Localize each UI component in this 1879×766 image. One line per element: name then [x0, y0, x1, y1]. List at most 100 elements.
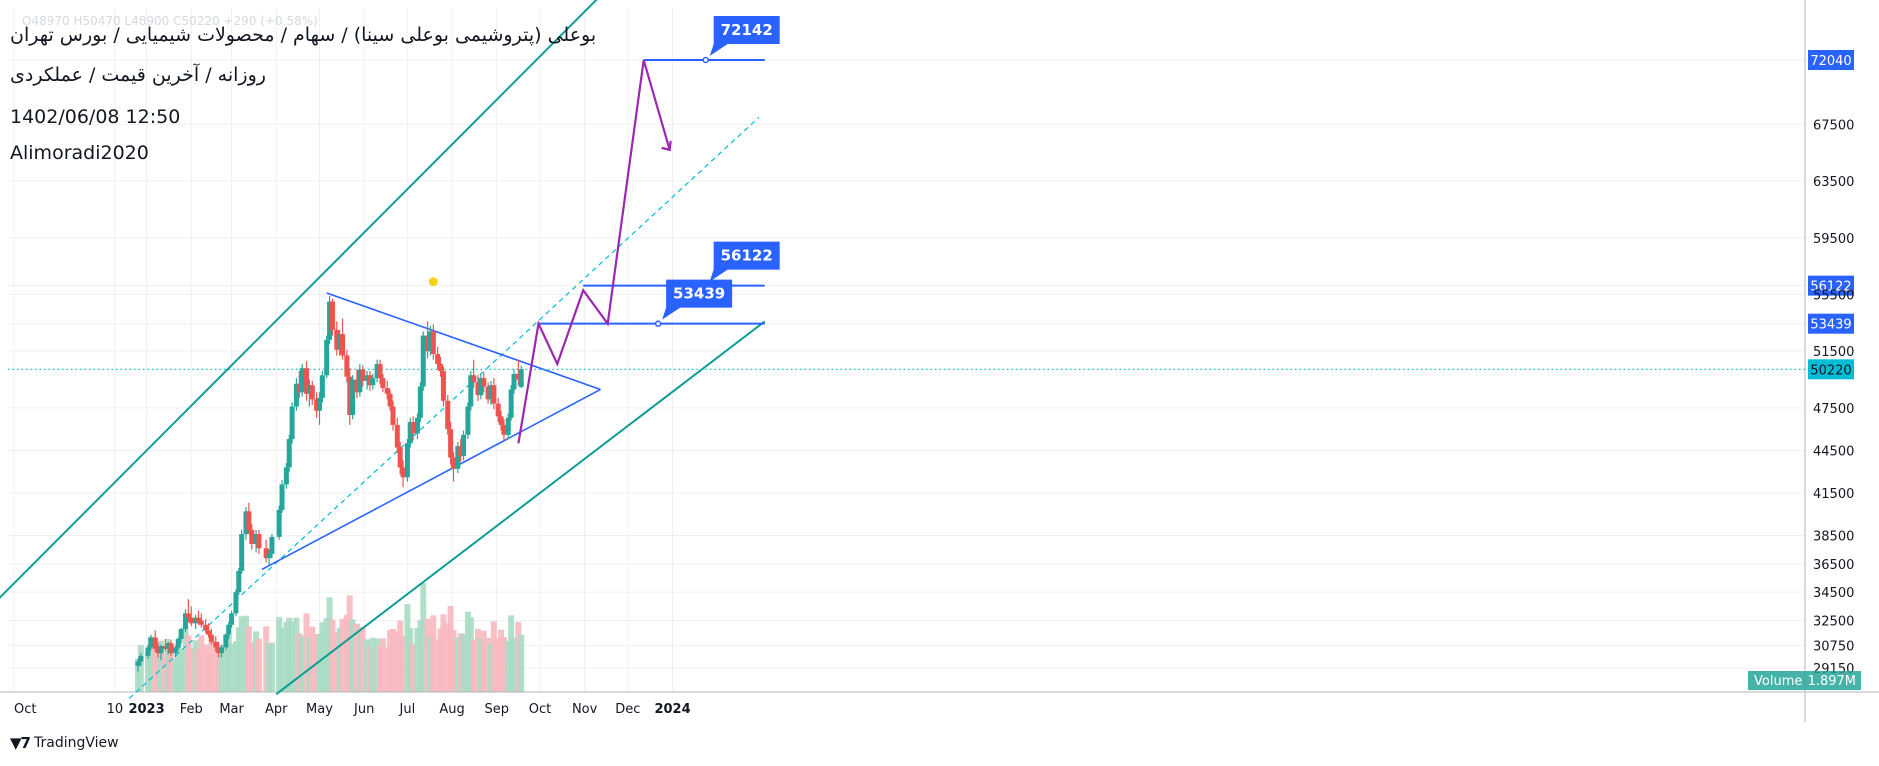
volume-bar-38	[268, 642, 275, 692]
candle-body-54	[327, 301, 333, 340]
volume-bar-18	[198, 635, 205, 692]
candle-body-98	[475, 382, 481, 396]
candle-body-109	[511, 373, 517, 390]
volume-bar-6	[157, 640, 164, 692]
candle-body-84	[427, 331, 433, 352]
volume-bar-82	[420, 583, 427, 692]
candle-body-67	[370, 378, 376, 386]
volume-badge-label: Volume	[1754, 674, 1802, 689]
volume-bar-3	[147, 636, 154, 692]
candle-body-97	[471, 375, 477, 383]
candle-body-16	[193, 617, 199, 624]
time-tick-label-14: 2024	[654, 702, 690, 717]
volume-bar-12	[178, 648, 185, 692]
candle-body-30	[239, 534, 245, 571]
level-callout-1	[709, 241, 780, 282]
candle-body-24	[219, 647, 225, 654]
candle-body-49	[309, 385, 315, 400]
candle-body-33	[249, 529, 255, 544]
candle-body-50	[314, 399, 320, 411]
candle-body-0	[135, 661, 141, 666]
level-tag-1	[1808, 50, 1854, 70]
candle-body-63	[357, 369, 363, 393]
time-tick-label-7: Jun	[353, 702, 374, 717]
candle-body-46	[299, 368, 305, 393]
volume-bar-76	[400, 636, 407, 692]
candle-body-70	[380, 378, 386, 389]
candle-body-23	[216, 647, 222, 654]
level-callout-text-1: 56122	[721, 247, 773, 265]
candle-body-27	[229, 613, 235, 625]
price-tick-label-15: 34500	[1813, 586, 1854, 601]
candle-body-19	[203, 624, 209, 631]
volume-bar-79	[410, 643, 417, 692]
candle-body-15	[188, 617, 194, 624]
candle-body-99	[478, 378, 484, 396]
candle-body-100	[481, 378, 487, 387]
volume-badge-value: 1.897M	[1808, 674, 1856, 689]
candle-body-8	[165, 643, 171, 649]
candle-body-85	[430, 331, 436, 355]
price-tick-label-11: 44500	[1813, 444, 1854, 459]
candle-body-86	[435, 354, 441, 364]
candle-body-2	[145, 647, 151, 656]
candle-body-58	[340, 334, 346, 356]
volume-bar-109	[511, 637, 518, 692]
candle-body-105	[498, 416, 504, 425]
volume-bar-70	[379, 638, 386, 692]
candle-body-4	[152, 637, 158, 649]
candle-body-51	[316, 397, 322, 411]
candle-body-96	[468, 375, 474, 407]
brand-label: TradingView	[33, 735, 119, 751]
volume-bar-1	[137, 645, 144, 692]
candle-body-45	[296, 383, 302, 393]
level-anchor-0	[702, 56, 709, 64]
time-tick-label-11: Oct	[529, 702, 551, 717]
candle-body-103	[491, 385, 497, 404]
candle-body-21	[208, 634, 214, 642]
candle-body-37	[266, 553, 272, 559]
time-tick-label-8: Jul	[399, 702, 416, 717]
volume-bar-9	[168, 644, 175, 692]
candle-body-3	[148, 637, 154, 648]
last-price-tag-text: 50220	[1810, 363, 1851, 378]
volume-bar-111	[518, 634, 525, 692]
candle-body-87	[438, 363, 444, 372]
time-tick-label-9: Aug	[439, 702, 464, 717]
candle-body-75	[397, 447, 403, 468]
candle-body-44	[293, 383, 299, 407]
candle-body-93	[458, 446, 464, 457]
price-tick-label-17: 30750	[1813, 639, 1854, 654]
price-tick-label-3: 63500	[1813, 175, 1854, 190]
price-tick-label-12: 41500	[1813, 487, 1854, 502]
level-anchor-2	[654, 320, 662, 327]
candle-body-72	[387, 393, 393, 407]
volume-bar-106	[500, 637, 507, 692]
volume-bar-27	[228, 644, 235, 692]
price-tick-label-16: 32500	[1813, 615, 1854, 630]
candle-body-78	[407, 422, 413, 444]
price-tick-label-4: 59500	[1813, 232, 1854, 247]
volume-bar-73	[389, 629, 396, 692]
brand-watermark[interactable]: ▼7 TradingView	[10, 734, 119, 752]
candle-body-83	[425, 335, 431, 352]
candle-body-13	[182, 613, 188, 630]
candle-body-28	[233, 592, 239, 614]
candle-body-82	[420, 335, 426, 387]
price-tick-label-13: 38500	[1813, 529, 1854, 544]
candle-body-94	[461, 434, 467, 457]
candle-body-91	[451, 457, 457, 469]
triangle-lower-line	[261, 388, 601, 571]
event-marker	[428, 277, 438, 287]
candle-body-59	[344, 355, 350, 377]
volume-bar-40	[279, 627, 286, 692]
candle-body-71	[384, 388, 390, 394]
candle-body-12	[178, 629, 184, 639]
level-callout-0	[709, 16, 780, 56]
candle-body-10	[172, 647, 178, 654]
candle-body-7	[162, 646, 168, 649]
volume-bar-43	[289, 621, 296, 692]
volume-bar-61	[349, 619, 356, 692]
